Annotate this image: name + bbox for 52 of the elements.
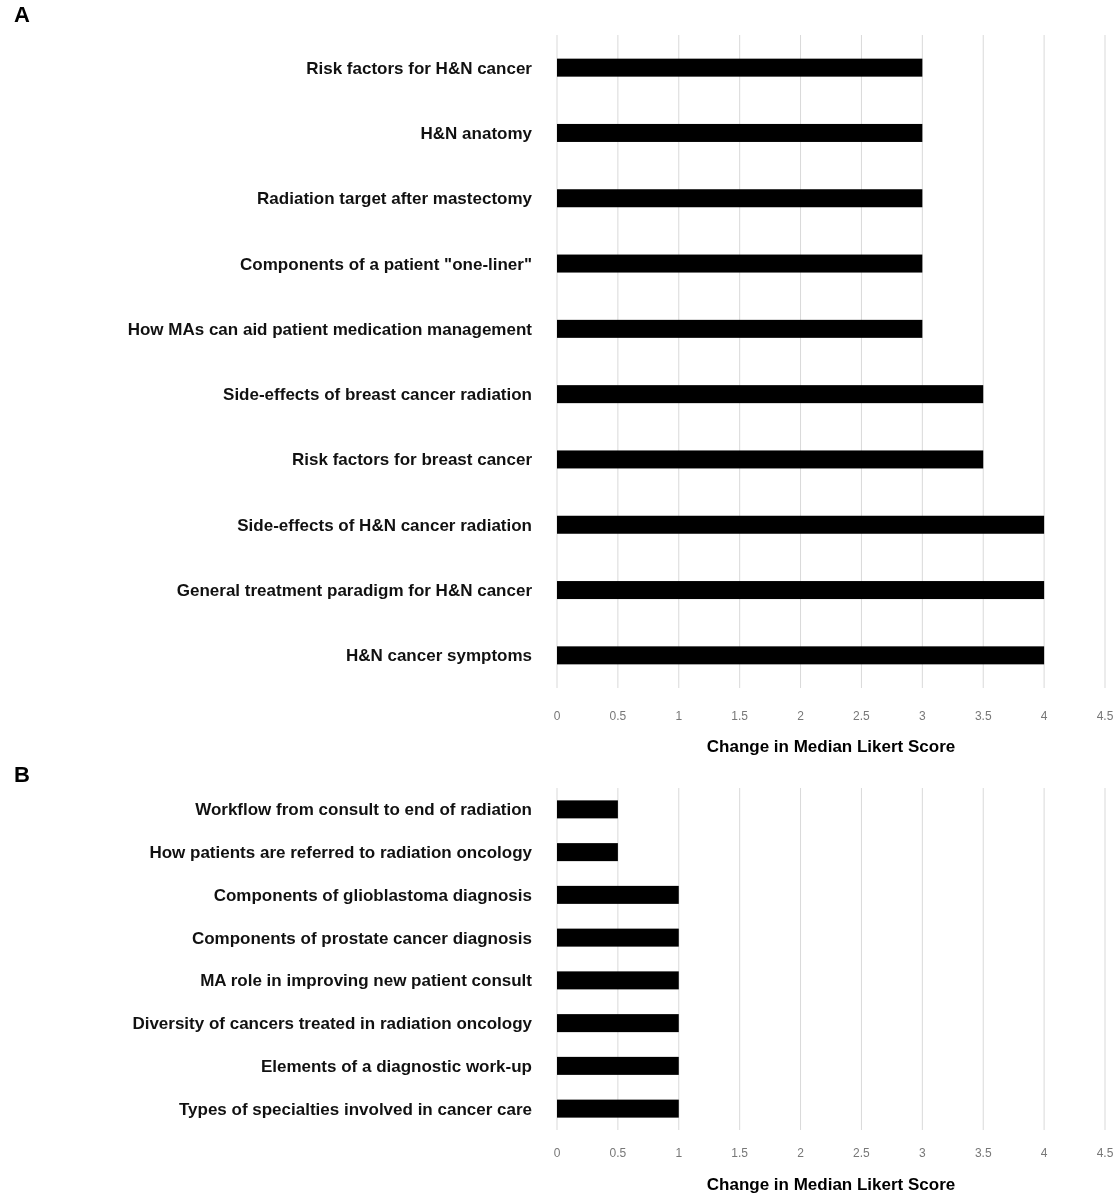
y-tick-label: Side-effects of H&N cancer radiation <box>237 515 532 535</box>
x-tick-label: 3 <box>918 1146 926 1160</box>
x-tick-label: 2.5 <box>853 1146 871 1160</box>
y-tick-label: Types of specialties involved in cancer care <box>178 1099 532 1119</box>
x-axis-title: Change in Median Likert Score <box>706 737 956 756</box>
bar <box>557 515 1045 534</box>
y-tick-label: How patients are referred to radiation oncology <box>149 843 533 863</box>
x-tick-label: 0.5 <box>609 1146 627 1160</box>
y-tick-label: H&N anatomy <box>420 123 533 143</box>
bar <box>557 123 923 142</box>
x-tick-label: 0 <box>553 709 561 723</box>
text: B <box>14 762 30 787</box>
x-tick-label: 4.5 <box>1096 1146 1114 1160</box>
y-tick-label: Diversity of cancers treated in radiation oncology <box>132 1014 533 1034</box>
x-tick-label: 4 <box>1040 1146 1048 1160</box>
x-tick-label: 1 <box>675 709 683 723</box>
x-tick-label: 4.5 <box>1096 709 1114 723</box>
y-tick-label: Risk factors for breast cancer <box>292 450 533 470</box>
x-tick-label: 3 <box>918 709 926 723</box>
x-tick-label: 0 <box>553 1146 561 1160</box>
x-tick-label: 0.5 <box>609 709 627 723</box>
x-tick-label: 1.5 <box>731 1146 749 1160</box>
x-tick-label: 3.5 <box>974 1146 992 1160</box>
x-axis-title: Change in Median Likert Score <box>706 1175 956 1194</box>
bar <box>557 189 923 208</box>
bar <box>557 385 984 404</box>
bar <box>557 450 984 469</box>
y-tick-label: Risk factors for H&N cancer <box>306 58 533 78</box>
y-tick-label: Components of a patient "one-liner" <box>240 254 532 274</box>
x-tick-label: 1 <box>675 1146 683 1160</box>
bar <box>557 646 1045 665</box>
y-tick-label: Workflow from consult to end of radiation <box>195 800 532 820</box>
x-tick-label: 1.5 <box>731 709 749 723</box>
y-tick-label: How MAs can aid patient medication management <box>127 319 533 339</box>
y-tick-label: Radiation target after mastectomy <box>257 189 533 209</box>
y-tick-label: Components of prostate cancer diagnosis <box>191 928 532 948</box>
x-tick-label: 2 <box>797 709 805 723</box>
bar <box>557 581 1045 600</box>
bar <box>557 319 923 338</box>
x-tick-label: 2 <box>797 1146 805 1160</box>
x-tick-label: 2.5 <box>853 709 871 723</box>
y-tick-label: MA role in improving new patient consult <box>200 971 533 991</box>
bar <box>557 254 923 273</box>
y-tick-label: Components of glioblastoma diagnosis <box>213 885 532 905</box>
x-tick-label: 4 <box>1040 709 1048 723</box>
bar <box>557 58 923 77</box>
y-tick-label: H&N cancer symptoms <box>345 646 532 666</box>
x-tick-label: 3.5 <box>974 709 992 723</box>
text: A <box>14 2 30 27</box>
y-tick-label: Elements of a diagnostic work-up <box>260 1056 532 1076</box>
y-tick-label: Side-effects of breast cancer radiation <box>223 385 532 405</box>
y-tick-label: General treatment paradigm for H&N cancer <box>176 581 533 600</box>
